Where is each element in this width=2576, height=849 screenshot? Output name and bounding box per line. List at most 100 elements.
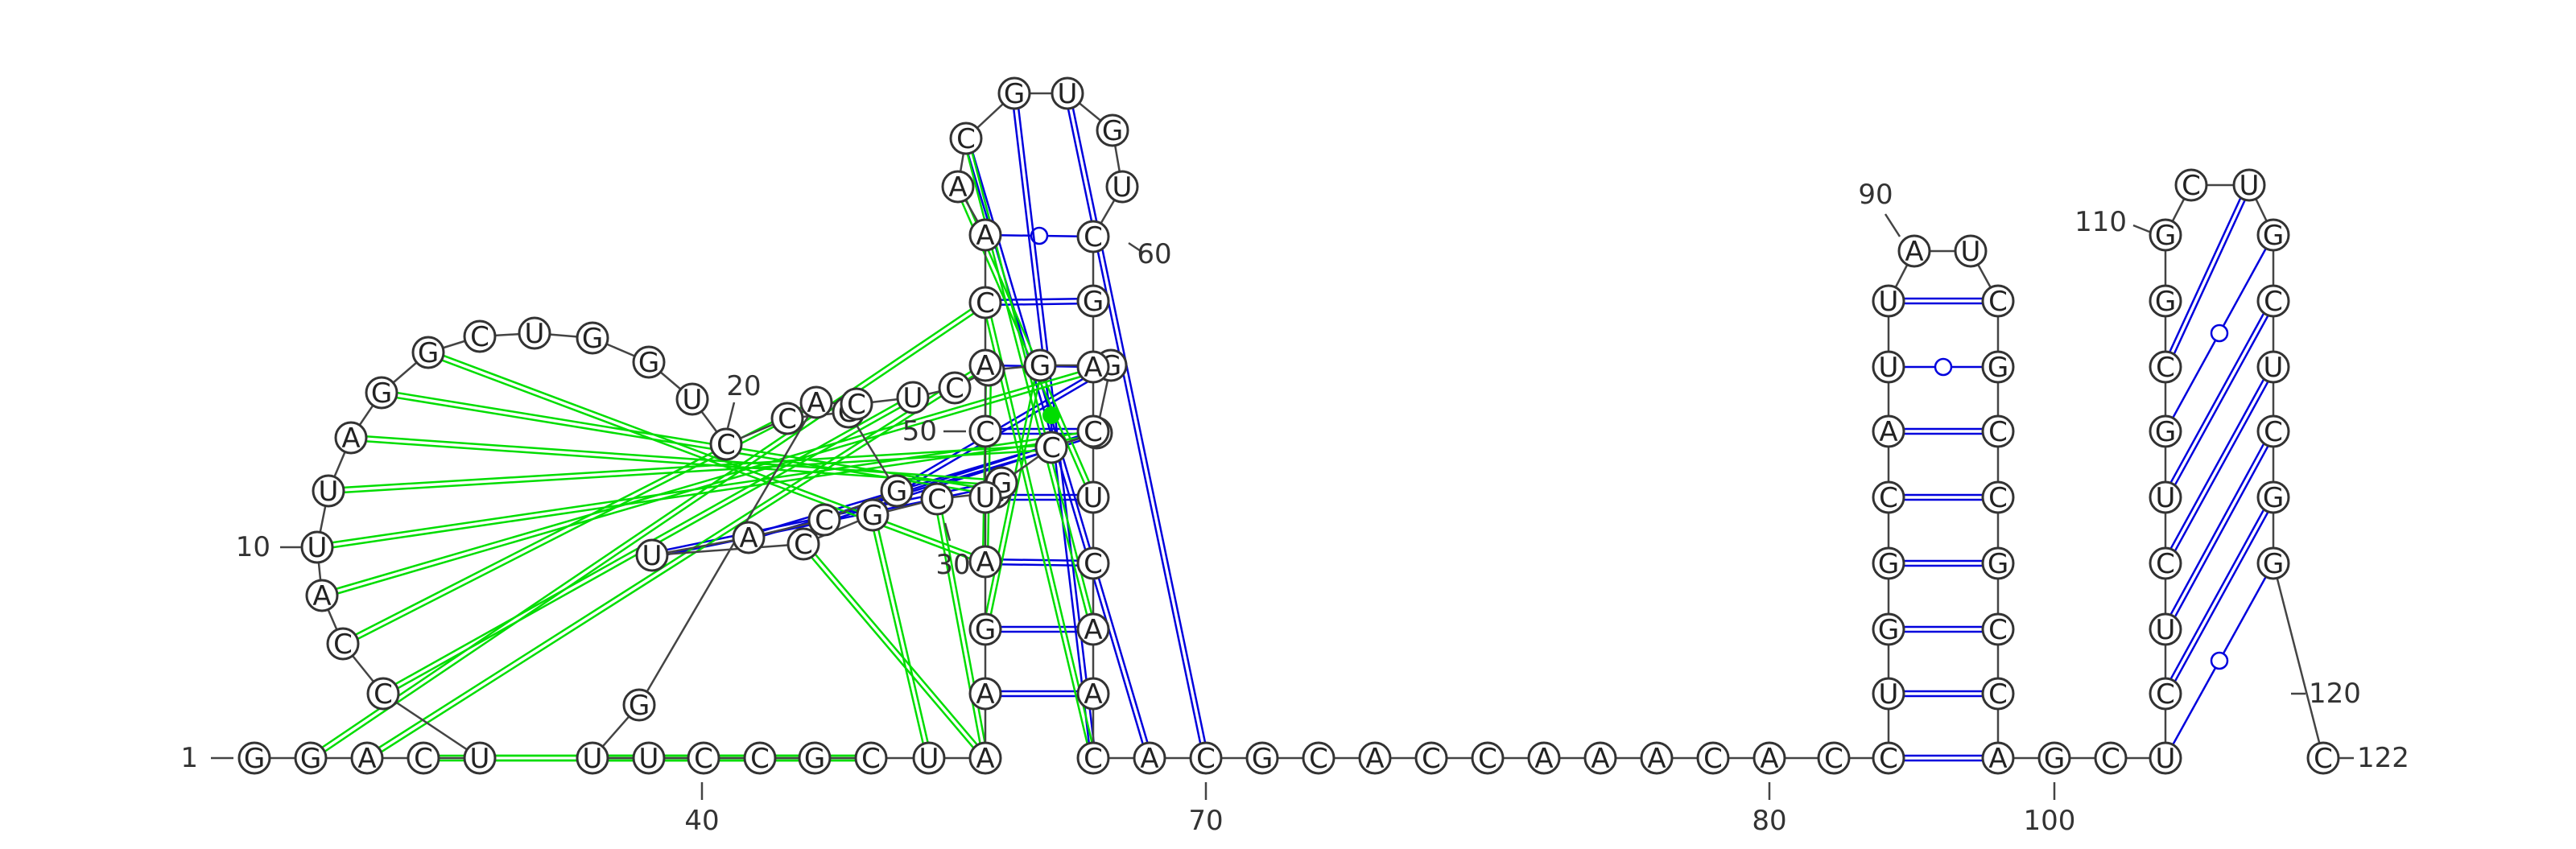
nucleotide-circle [1023,348,1057,382]
nucleotide-letter: A [1084,352,1102,384]
nucleotide-circle [920,482,954,516]
noncanonical-pair-line [986,302,1097,758]
canonical-pair-line [2166,301,2277,500]
nucleotide-letter: C [815,505,834,537]
wobble-pair-marker [1934,357,1953,377]
nucleotide-letter: C [1309,743,1328,775]
nucleotide: U [1872,350,1905,384]
noncanonical-pair-line [311,303,988,761]
nucleotide-circle [463,319,497,353]
nucleotide-circle [2256,350,2290,384]
nucleotide-circle [1189,741,1223,775]
nucleotide-letter: U [903,382,923,414]
nucleotide: U [635,538,669,572]
nucleotide-letter: U [1084,482,1104,514]
nucleotide-circle [949,122,983,155]
nucleotide-letter: A [312,580,331,612]
nucleotide-letter: U [319,476,339,508]
nucleotide: U [912,741,946,775]
nucleotide-circle [518,316,551,350]
nucleotide-circle [1034,431,1068,464]
nucleotide: G [1872,612,1905,646]
nucleotide-circle [1981,612,2015,646]
nucleotide-circle [968,480,1002,514]
canonical-pair-line [2166,497,2277,696]
nucleotide-circle [1981,741,2015,775]
nucleotide-letter: C [694,743,713,775]
nucleotide: C [1872,480,1905,514]
nucleotide: G [2149,284,2182,318]
wobble-pair-marker [2210,651,2229,670]
nucleotide-letter: A [1760,743,1778,775]
nucleotide: A [1640,741,1674,775]
nucleotide: C [709,427,743,461]
nucleotide-circle [2256,218,2290,252]
nucleotide-circle [1872,284,1905,318]
canonical-pair-line [2166,367,2277,566]
nucleotide-circle [1872,350,1905,384]
nucleotide-letter: C [1879,743,1898,775]
nucleotide-circle [938,371,972,405]
nucleotide-letter: U [2264,352,2284,384]
nucleotide-letter: C [1988,416,2008,448]
nucleotide: C [840,387,873,421]
nucleotide-letter: G [1102,115,1123,147]
nucleotide-circle [2149,414,2182,448]
nucleotide-letter: U [683,384,703,416]
nucleotide-circle [1358,741,1392,775]
nucleotide-circle [732,521,766,554]
nucleotide-letter: C [1824,743,1843,775]
nucleotide-circle [1583,741,1617,775]
nucleotide: G [1096,113,1129,147]
nucleotide-circle [687,741,720,775]
nucleotide: G [2149,218,2182,252]
nucleotide-letter: G [1878,548,1899,580]
nucleotide-letter: C [2264,286,2283,318]
nucleotide: G [411,336,445,369]
nucleotides: GGACUCCAUUAGGCUGGUCCGGCAUCGCGGCGGGUCUCAG… [237,76,2340,775]
nucleotide-letter: U [1879,286,1899,318]
nucleotide: A [941,170,975,204]
nucleotide-circle [856,498,890,532]
nucleotide: C [1414,741,1448,775]
nucleotide-circle [1981,350,2015,384]
nucleotide-letter: G [886,476,907,508]
nucleotide: U [463,741,497,775]
nucleotide: C [1302,741,1335,775]
nucleotide: U [576,741,609,775]
nucleotide-circle [1051,76,1084,110]
nucleotide: C [2306,741,2340,775]
nucleotide-circle [411,336,445,369]
interaction-dot [1042,406,1060,424]
nucleotide: A [968,348,1002,382]
nucleotide-circle [786,527,820,561]
nucleotide-circle [968,612,1002,646]
nucleotide: U [2149,741,2182,775]
position-label: 122 [2357,742,2409,774]
nucleotide: G [1872,546,1905,580]
nucleotide-letter: A [976,546,994,579]
nucleotide: A [799,385,833,419]
nucleotide-letter: C [1042,432,1061,464]
nucleotide: C [1076,414,1110,448]
nucleotide-letter: C [1988,678,2008,711]
nucleotide: G [1245,741,1279,775]
canonical-pair-line [985,297,1093,302]
nucleotide: A [1981,741,2015,775]
nucleotide-letter: G [244,743,265,775]
nucleotide-letter: C [1478,743,1497,775]
wobble-pair-marker [2210,324,2229,343]
nucleotide-letter: U [2156,614,2176,646]
nucleotide-letter: C [976,287,995,319]
backbone-segment [2272,563,2325,759]
nucleotide-letter: C [945,373,964,405]
nucleotide: A [1076,612,1110,646]
position-label: 50 [902,415,937,447]
backbone-segment [638,402,818,706]
nucleotide-circle [968,741,1002,775]
nucleotide-letter: C [2314,743,2333,775]
noncanonical-pair-line [382,389,996,492]
noncanonical-pair-line [320,361,1111,595]
nucleotide: U [2232,168,2266,202]
nucleotide: U [2149,480,2182,514]
